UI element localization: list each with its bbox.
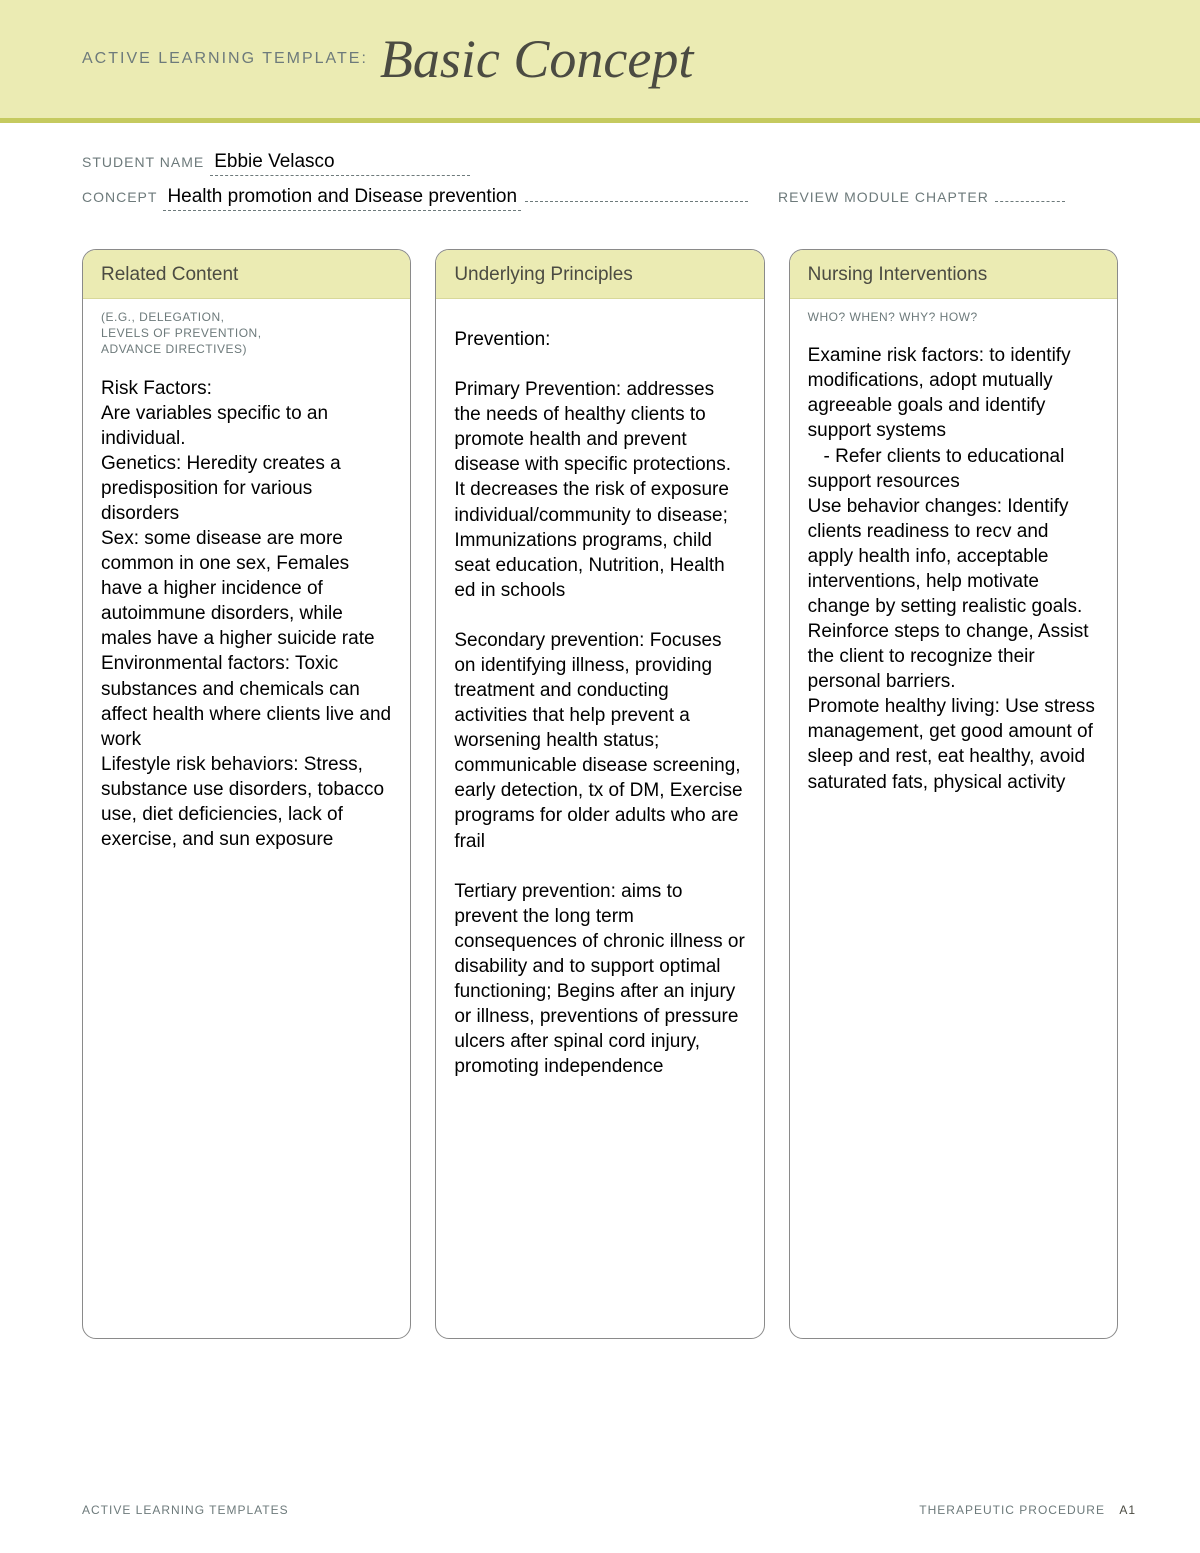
nursing-interventions-body: Examine risk factors: to identify modifi…: [790, 329, 1117, 812]
concept-group: CONCEPT Health promotion and Disease pre…: [82, 186, 748, 211]
columns-container: Related Content (E.G., DELEGATION, LEVEL…: [0, 211, 1200, 1339]
template-title: Basic Concept: [380, 28, 693, 90]
footer-right: THERAPEUTIC PROCEDURE A1: [919, 1503, 1136, 1517]
review-value[interactable]: [995, 199, 1065, 202]
nursing-interventions-title: Nursing Interventions: [790, 250, 1117, 299]
student-name-row: STUDENT NAME Ebbie Velasco: [82, 151, 1118, 176]
concept-review-row: CONCEPT Health promotion and Disease pre…: [82, 186, 1118, 211]
footer-code: A1: [1119, 1503, 1136, 1517]
underlying-principles-body: Prevention: Primary Prevention: addresse…: [436, 313, 763, 1097]
nursing-interventions-panel: Nursing Interventions WHO? WHEN? WHY? HO…: [789, 249, 1118, 1339]
page: ACTIVE LEARNING TEMPLATE: Basic Concept …: [0, 0, 1200, 1553]
footer-right-text: THERAPEUTIC PROCEDURE: [919, 1503, 1105, 1517]
review-group: REVIEW MODULE CHAPTER: [778, 189, 1118, 205]
concept-label: CONCEPT: [82, 189, 157, 205]
related-content-panel: Related Content (E.G., DELEGATION, LEVEL…: [82, 249, 411, 1339]
related-content-body: Risk Factors: Are variables specific to …: [83, 362, 410, 870]
related-content-subtitle: (E.G., DELEGATION, LEVELS OF PREVENTION,…: [83, 299, 410, 362]
underlying-principles-subtitle: [436, 299, 763, 313]
template-prefix: ACTIVE LEARNING TEMPLATE:: [82, 50, 368, 68]
review-label: REVIEW MODULE CHAPTER: [778, 189, 989, 205]
nursing-interventions-subtitle: WHO? WHEN? WHY? HOW?: [790, 299, 1117, 329]
student-name-label: STUDENT NAME: [82, 154, 204, 170]
concept-fill-line: [525, 186, 748, 202]
related-content-title: Related Content: [83, 250, 410, 299]
underlying-principles-panel: Underlying Principles Prevention: Primar…: [435, 249, 764, 1339]
form-fields: STUDENT NAME Ebbie Velasco CONCEPT Healt…: [0, 123, 1200, 211]
page-footer: ACTIVE LEARNING TEMPLATES THERAPEUTIC PR…: [82, 1503, 1136, 1517]
concept-value[interactable]: Health promotion and Disease prevention: [163, 186, 521, 211]
student-name-value[interactable]: Ebbie Velasco: [210, 151, 470, 176]
header-banner: ACTIVE LEARNING TEMPLATE: Basic Concept: [0, 0, 1200, 118]
footer-left: ACTIVE LEARNING TEMPLATES: [82, 1503, 289, 1517]
underlying-principles-title: Underlying Principles: [436, 250, 763, 299]
